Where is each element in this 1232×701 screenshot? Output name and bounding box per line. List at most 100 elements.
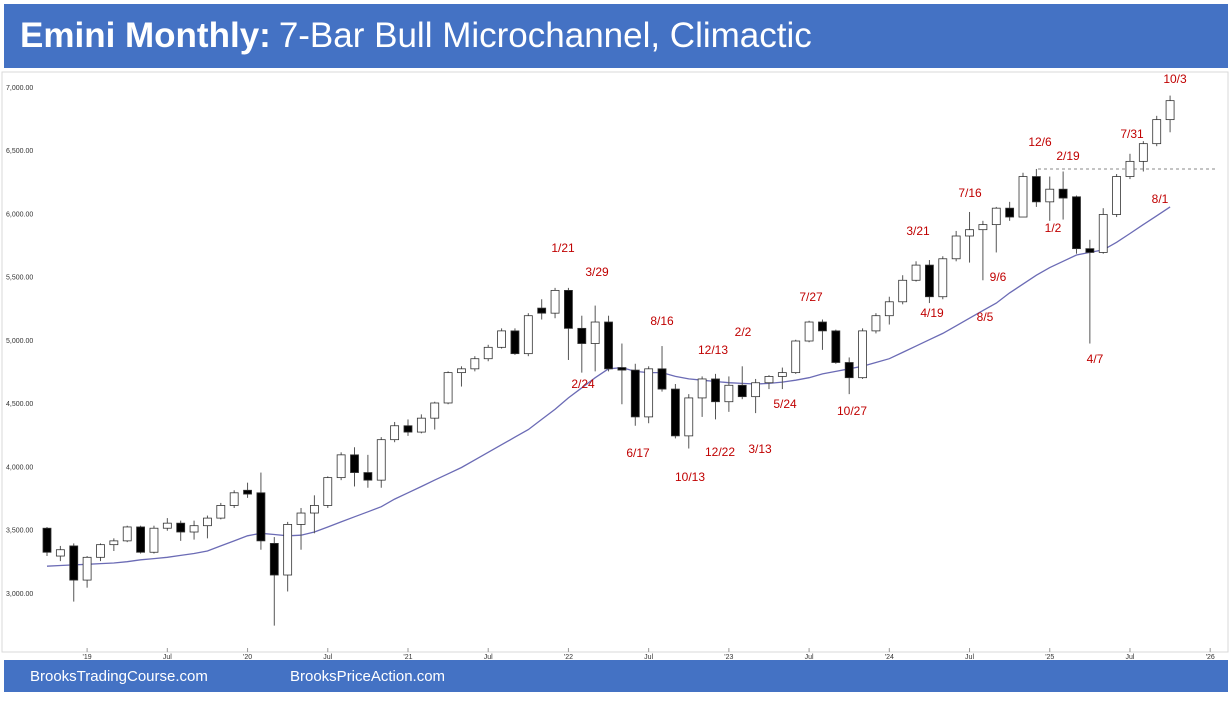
up-candle xyxy=(283,524,293,576)
down-candle xyxy=(350,454,359,473)
up-candle xyxy=(309,505,319,514)
down-candle xyxy=(1031,176,1041,203)
down-candle xyxy=(831,330,841,363)
up-candle xyxy=(1112,176,1121,215)
up-candle xyxy=(858,330,867,379)
up-candle xyxy=(1165,100,1175,121)
x-tick-label: Jul xyxy=(484,654,493,661)
up-candle xyxy=(777,372,787,377)
down-candle xyxy=(577,327,587,344)
down-candle xyxy=(136,526,145,553)
down-candle xyxy=(925,264,934,298)
footer-right: BrooksPriceAction.com xyxy=(290,668,445,685)
annotation: 2/19 xyxy=(1056,149,1080,163)
annotation: 10/13 xyxy=(675,470,705,484)
down-candle xyxy=(737,384,747,398)
up-candle xyxy=(724,384,734,403)
up-candle xyxy=(550,289,560,314)
up-candle xyxy=(457,368,466,374)
up-candle xyxy=(430,402,440,419)
x-tick-label: Jul xyxy=(1125,654,1134,661)
down-candle xyxy=(510,330,520,355)
down-candle xyxy=(711,378,720,403)
y-tick-label: 3,500.00 xyxy=(6,528,33,535)
up-candle xyxy=(149,527,159,553)
y-tick-label: 5,000.00 xyxy=(6,338,33,345)
up-candle xyxy=(1138,143,1148,162)
down-candle xyxy=(1005,207,1015,218)
annotation: 3/13 xyxy=(748,442,772,456)
up-candle xyxy=(390,425,400,441)
x-tick-label: '24 xyxy=(885,654,894,661)
up-candle xyxy=(1125,160,1135,177)
down-candle xyxy=(256,492,266,542)
x-tick-label: '26 xyxy=(1206,654,1215,661)
y-tick-label: 6,500.00 xyxy=(6,148,33,155)
up-candle xyxy=(323,477,333,506)
up-candle xyxy=(203,517,212,527)
down-candle xyxy=(657,368,667,390)
header-bold: Emini Monthly: xyxy=(20,16,271,55)
annotation: 10/3 xyxy=(1163,72,1187,86)
down-candle xyxy=(604,321,613,370)
up-candle xyxy=(96,544,105,558)
up-candle xyxy=(791,340,801,374)
x-tick-label: '23 xyxy=(724,654,733,661)
annotation: 6/17 xyxy=(626,446,650,460)
plot-frame xyxy=(1,71,1229,653)
annotation: 12/13 xyxy=(698,343,728,357)
up-candle xyxy=(229,492,239,506)
up-candle xyxy=(55,549,65,557)
up-candle xyxy=(938,258,948,298)
y-tick-label: 4,500.00 xyxy=(6,401,33,408)
up-candle xyxy=(376,439,386,481)
up-candle xyxy=(965,229,974,237)
down-candle xyxy=(176,522,186,533)
up-candle xyxy=(804,321,814,342)
y-tick-label: 7,000.00 xyxy=(6,85,33,92)
up-candle xyxy=(82,556,92,581)
y-tick-label: 4,000.00 xyxy=(6,464,33,471)
x-tick-label: Jul xyxy=(644,654,653,661)
up-candle xyxy=(122,526,132,542)
header-banner xyxy=(4,4,1228,68)
down-candle xyxy=(564,289,573,329)
up-candle xyxy=(697,378,707,399)
annotation: 12/22 xyxy=(705,445,735,459)
annotation: 4/7 xyxy=(1087,352,1104,366)
up-candle xyxy=(497,330,506,348)
up-candle xyxy=(978,224,988,231)
up-candle xyxy=(991,207,1001,226)
up-candle xyxy=(644,368,654,418)
annotation: 7/31 xyxy=(1120,127,1144,141)
down-candle xyxy=(42,527,52,553)
up-candle xyxy=(1045,188,1055,203)
annotation: 12/6 xyxy=(1028,135,1052,149)
down-candle xyxy=(1085,248,1095,253)
up-candle xyxy=(470,358,480,370)
up-candle xyxy=(684,397,694,437)
annotation: 9/6 xyxy=(990,270,1007,284)
down-candle xyxy=(1058,188,1068,199)
up-candle xyxy=(1152,119,1162,145)
x-tick-label: '20 xyxy=(243,654,252,661)
footer-left: BrooksTradingCourse.com xyxy=(30,668,208,685)
annotation: 8/1 xyxy=(1152,192,1169,206)
up-candle xyxy=(751,382,761,398)
x-tick-label: '22 xyxy=(564,654,573,661)
annotation: 8/16 xyxy=(650,314,674,328)
up-candle xyxy=(443,372,453,404)
footer-banner xyxy=(4,660,1228,692)
annotation: 7/27 xyxy=(799,290,823,304)
x-tick-label: '25 xyxy=(1045,654,1054,661)
up-candle xyxy=(216,505,226,519)
x-tick-label: Jul xyxy=(163,654,172,661)
header-title: Emini Monthly: 7-Bar Bull Microchannel, C… xyxy=(20,16,812,55)
up-candle xyxy=(764,376,774,384)
annotation: 2/2 xyxy=(735,325,752,339)
up-candle xyxy=(336,454,346,479)
annotation: 1/21 xyxy=(551,241,575,255)
up-candle xyxy=(884,301,894,317)
